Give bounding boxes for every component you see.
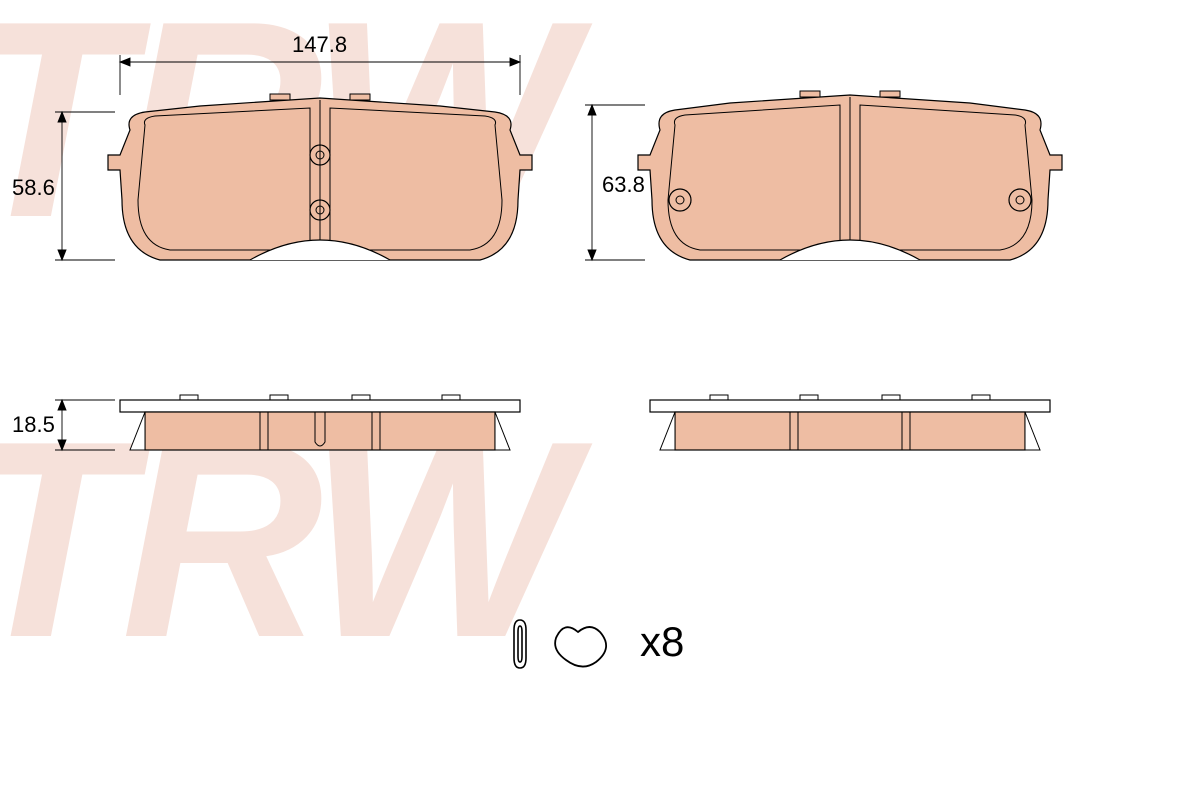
- accessory-qty-label: x8: [640, 618, 684, 666]
- drawing-svg: [0, 0, 1180, 786]
- pad-side-left: [120, 395, 520, 450]
- dim-height-left: [55, 112, 115, 260]
- dim-width-label: 147.8: [292, 32, 347, 58]
- technical-drawing-canvas: TRW TRW: [0, 0, 1180, 786]
- accessory-clips: [514, 620, 606, 668]
- dim-thickness-label: 18.5: [12, 412, 55, 438]
- dim-width-left: [120, 55, 520, 95]
- dim-height-left-label: 58.6: [12, 175, 55, 201]
- pad-front-right: [638, 91, 1062, 260]
- dim-height-right-label: 63.8: [602, 172, 645, 198]
- dim-thickness: [55, 400, 115, 450]
- pad-front-left: [108, 94, 532, 260]
- pad-side-right: [650, 395, 1050, 450]
